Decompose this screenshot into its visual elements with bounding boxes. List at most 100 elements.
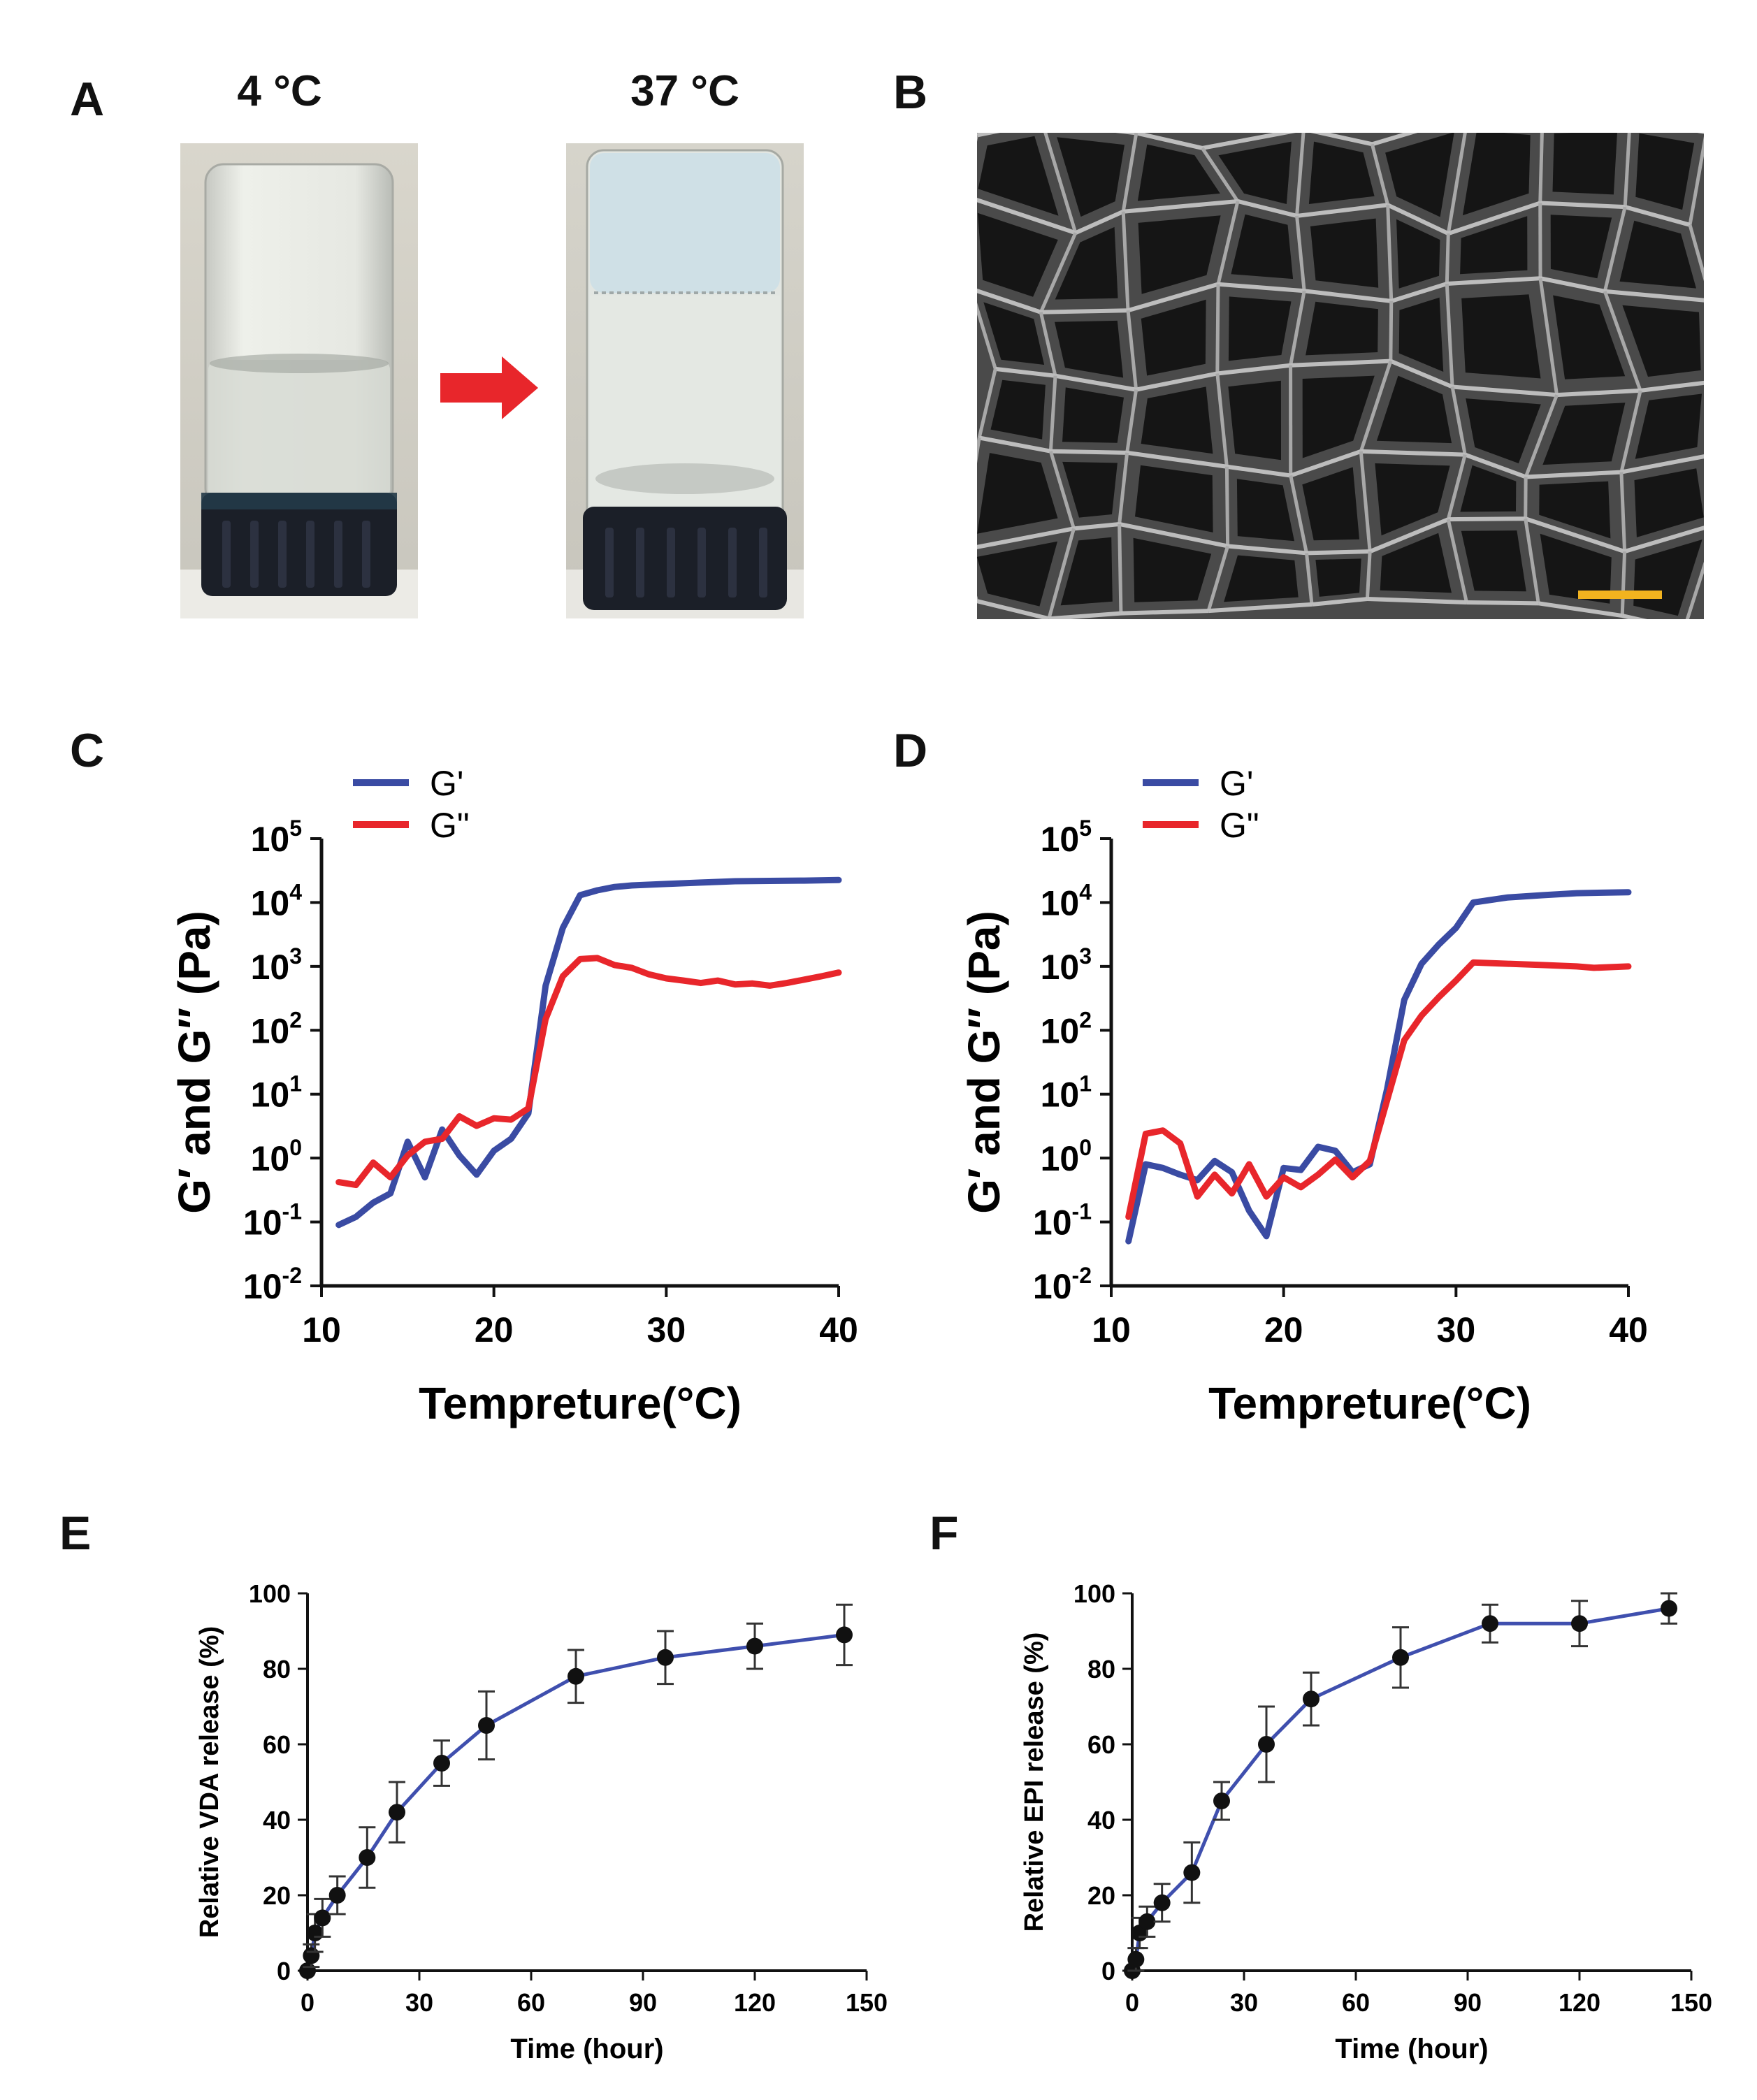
sem-strut	[1603, 291, 1642, 391]
y-tick-label: 20	[1087, 1881, 1115, 1910]
y-tick-base: 10	[251, 948, 290, 987]
x-tick-label: 150	[1670, 1988, 1712, 2017]
sem-pore	[1542, 403, 1626, 465]
sem-strut	[1524, 394, 1559, 478]
y-tick-label: 10-1	[1033, 1199, 1092, 1243]
x-tick-label: 60	[1342, 1988, 1370, 2017]
y-tick-label: 100	[1041, 1135, 1092, 1178]
sem-strut	[1624, 205, 1691, 227]
series-line-g-double-prime	[335, 955, 842, 1189]
y-tick-label: 100	[249, 1579, 291, 1608]
x-axis-title: Time (hour)	[1335, 2034, 1488, 2064]
sem-pore	[1141, 386, 1213, 454]
sem-strut	[1446, 519, 1468, 603]
sem-strut	[1306, 549, 1371, 556]
sem-pore	[1461, 294, 1541, 379]
x-axis-title: Tempreture(°C)	[419, 1378, 742, 1428]
sem-pore	[990, 379, 1046, 440]
y-tick-base: 10	[1041, 1076, 1080, 1115]
sem-strut	[1524, 516, 1626, 554]
sem-strut	[1526, 470, 1622, 479]
sem-strut	[1605, 289, 1704, 303]
y-tick-base: 10	[251, 883, 290, 922]
y-tick-exponent: 1	[1079, 1071, 1092, 1096]
data-point	[1213, 1793, 1230, 1809]
sem-pore	[977, 541, 1057, 607]
sem-strut	[977, 133, 1001, 138]
data-point	[836, 1626, 853, 1644]
y-axis-title: G′ and G″ (Pa)	[169, 911, 219, 1214]
vial-photo-4c	[180, 143, 418, 618]
x-tick-label: 90	[1454, 1988, 1482, 2017]
sem-strut	[1623, 133, 1631, 208]
sem-strut	[1556, 388, 1641, 398]
sem-strut	[1295, 133, 1306, 217]
x-tick-label: 40	[819, 1310, 858, 1349]
y-tick-exponent: 3	[289, 943, 302, 969]
x-axis-title: Time (hour)	[510, 2034, 663, 2064]
sem-strut	[1290, 359, 1391, 368]
data-point	[1138, 1913, 1156, 1930]
sem-pore	[977, 453, 1058, 534]
y-tick-exponent: 0	[289, 1135, 302, 1160]
sem-pore	[1540, 533, 1612, 604]
sem-strut	[1215, 284, 1220, 374]
data-point	[1661, 1600, 1677, 1617]
x-tick-label: 40	[1609, 1310, 1648, 1349]
panel-label-d: D	[893, 724, 928, 777]
sem-strut	[1310, 133, 1373, 147]
sem-pore	[1055, 320, 1124, 378]
sem-pore	[1141, 299, 1206, 376]
x-tick-label: 30	[1230, 1988, 1258, 2017]
data-point	[1258, 1736, 1275, 1753]
sem-pore	[1460, 216, 1528, 275]
sem-strut	[1121, 211, 1130, 311]
y-tick-exponent: -2	[1072, 1263, 1092, 1288]
sem-pore	[1376, 375, 1452, 444]
warm-temperature-label: 37 °C	[630, 67, 739, 115]
y-tick-exponent: 5	[289, 816, 302, 841]
y-axis-title: Relative EPI release (%)	[1020, 1632, 1049, 1932]
sem-strut	[1445, 283, 1454, 387]
data-point	[1303, 1690, 1319, 1708]
y-tick-label: 105	[1041, 816, 1092, 859]
chart-e-vda-release: 0 20 40 60 80 100 0 30 60 90 120 150 Time (hour) Rela…	[195, 1579, 888, 2064]
sem-pore	[1057, 137, 1125, 217]
sem-strut	[1359, 360, 1393, 452]
sem-pore	[1062, 461, 1118, 518]
sem-pore	[1460, 465, 1517, 512]
sem-strut	[1621, 614, 1647, 619]
sem-pore	[1218, 141, 1292, 204]
sem-strut	[1048, 451, 1076, 530]
sem-pore	[1228, 380, 1281, 461]
sem-pore	[1550, 215, 1612, 279]
sem-strut	[1304, 553, 1314, 605]
sem-pore	[1553, 295, 1626, 379]
y-tick-label: 104	[251, 879, 303, 922]
sem-pore	[977, 212, 1058, 297]
y-tick-label: 102	[251, 1007, 302, 1050]
y-tick-label: 103	[1041, 943, 1092, 987]
sem-pore	[1462, 133, 1531, 216]
sem-pore	[1552, 133, 1617, 195]
data-point	[389, 1804, 405, 1821]
sem-pore	[1137, 144, 1220, 201]
sem-pore	[1622, 305, 1701, 377]
sem-strut	[1371, 133, 1418, 147]
sem-pore	[1236, 479, 1294, 542]
data-point	[314, 1909, 331, 1927]
sem-pore	[1302, 375, 1375, 458]
x-tick-label: 10	[1092, 1310, 1131, 1349]
y-tick-label: 104	[1041, 879, 1092, 922]
y-tick-label: 102	[1041, 1007, 1092, 1050]
data-point	[328, 1887, 346, 1904]
sem-strut	[1126, 310, 1138, 390]
y-tick-base: 10	[1041, 883, 1080, 922]
scale-bar	[1578, 591, 1662, 599]
sem-pore	[1308, 141, 1375, 204]
sem-strut	[1452, 384, 1557, 398]
y-tick-base: 10	[1041, 820, 1080, 859]
sem-pore	[1055, 226, 1118, 300]
sem-strut	[1043, 133, 1078, 233]
